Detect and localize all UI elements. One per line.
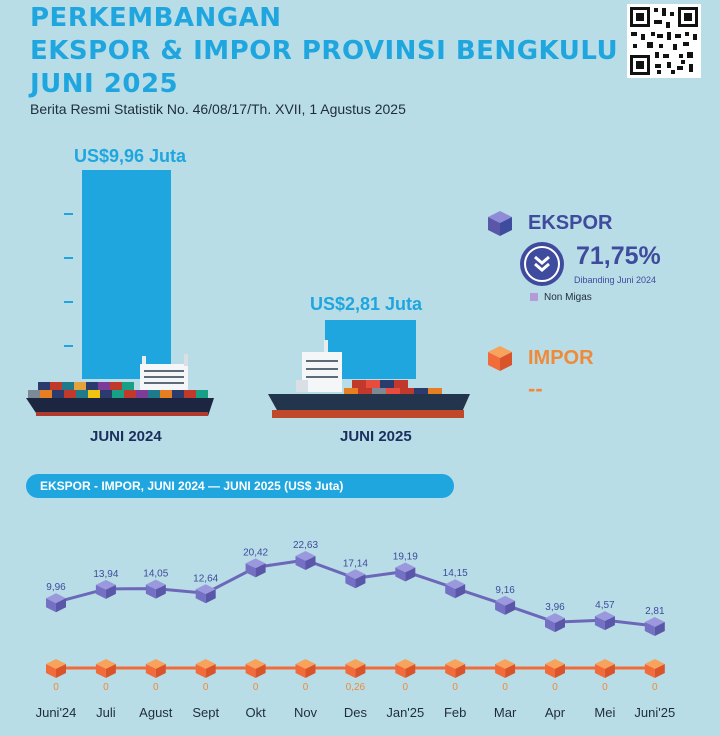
double-chevron-down-icon bbox=[524, 246, 560, 282]
impor-point-marker bbox=[445, 659, 466, 678]
x-axis-tick-label: Okt bbox=[245, 705, 266, 720]
x-axis-tick-label: Feb bbox=[444, 705, 466, 720]
impor-point-marker bbox=[545, 659, 565, 678]
impor-data-label: 0 bbox=[103, 682, 109, 693]
impor-point-marker bbox=[495, 659, 516, 678]
axis-tick bbox=[64, 345, 73, 347]
ekspor-data-label: 22,63 bbox=[293, 540, 318, 551]
x-axis-tick-label: Agust bbox=[139, 705, 173, 720]
x-axis-tick-label: Mei bbox=[594, 705, 615, 720]
legend-non-migas-label: Non Migas bbox=[544, 292, 592, 303]
impor-data-label: 0 bbox=[552, 682, 558, 693]
bar-juni-2024-label: US$9,96 Juta bbox=[74, 146, 187, 166]
legend-swatch bbox=[530, 293, 538, 302]
impor-point-marker bbox=[46, 659, 66, 678]
ekspor-title: EKSPOR bbox=[528, 212, 613, 234]
title-line-3: JUNI 2025 bbox=[30, 69, 179, 99]
axis-tick bbox=[64, 257, 73, 259]
axis-tick bbox=[64, 301, 73, 303]
ekspor-data-label: 2,81 bbox=[645, 606, 665, 617]
ekspor-data-label: 9,16 bbox=[495, 585, 515, 596]
ekspor-data-label: 20,42 bbox=[243, 547, 268, 558]
ekspor-point-marker bbox=[195, 584, 216, 604]
x-axis-tick-label: Nov bbox=[294, 705, 318, 720]
period-label-2025: JUNI 2025 bbox=[340, 428, 412, 445]
ekspor-data-label: 14,15 bbox=[443, 568, 468, 579]
cargo-ship-small-icon bbox=[268, 340, 470, 418]
impor-data-label: 0 bbox=[303, 682, 309, 693]
qr-code-graphic bbox=[630, 7, 698, 75]
decrease-badge bbox=[520, 242, 564, 286]
impor-point-marker bbox=[395, 659, 416, 678]
cargo-ship-large-icon bbox=[26, 354, 214, 416]
ekspor-point-marker bbox=[395, 562, 416, 582]
ekspor-data-label: 4,57 bbox=[595, 600, 615, 611]
bar-juni-2024 bbox=[82, 170, 171, 379]
ekspor-change-value: 71,75% bbox=[576, 242, 661, 270]
x-axis-tick-label: Apr bbox=[545, 705, 566, 720]
bar-juni-2025-label: US$2,81 Juta bbox=[310, 294, 423, 315]
impor-data-label: 0 bbox=[53, 682, 59, 693]
ekspor-data-label: 14,05 bbox=[143, 569, 168, 580]
x-axis-tick-label: Juni'24 bbox=[36, 705, 77, 720]
ekspor-point-marker bbox=[545, 613, 565, 633]
ekspor-data-label: 13,94 bbox=[93, 569, 118, 580]
ekspor-point-marker bbox=[145, 579, 166, 599]
ekspor-data-label: 9,96 bbox=[46, 582, 66, 593]
ekspor-data-label: 12,64 bbox=[193, 573, 218, 584]
x-axis-tick-label: Des bbox=[344, 705, 368, 720]
x-axis-tick-label: Sept bbox=[192, 705, 219, 720]
title-line-1: PERKEMBANGAN bbox=[30, 3, 282, 33]
x-axis-tick-label: Juli bbox=[96, 705, 116, 720]
page-subtitle: Berita Resmi Statistik No. 46/08/17/Th. … bbox=[30, 101, 406, 117]
ekspor-data-label: 17,14 bbox=[343, 558, 368, 569]
impor-data-label: 0 bbox=[652, 682, 658, 693]
impor-point-marker bbox=[95, 659, 116, 678]
ekspor-point-marker bbox=[644, 617, 665, 636]
legend-non-migas: Non Migas bbox=[530, 292, 592, 303]
title-line-2: EKSPOR & IMPOR PROVINSI BENGKULU bbox=[30, 36, 619, 66]
page-title: PERKEMBANGAN EKSPOR & IMPOR PROVINSI BEN… bbox=[30, 2, 618, 101]
ekspor-point-marker bbox=[445, 579, 466, 599]
qr-code[interactable] bbox=[627, 4, 701, 78]
impor-data-label: 0 bbox=[602, 682, 608, 693]
period-label-2024: JUNI 2024 bbox=[90, 428, 162, 445]
ekspor-point-marker bbox=[95, 579, 116, 599]
impor-data-label: 0 bbox=[153, 682, 159, 693]
ekspor-point-marker bbox=[46, 593, 66, 613]
impor-data-label: 0,26 bbox=[346, 682, 366, 693]
ekspor-point-marker bbox=[245, 558, 266, 578]
x-axis-tick-label: Jan'25 bbox=[386, 705, 424, 720]
x-axis-tick-label: Juni'25 bbox=[634, 705, 675, 720]
axis-tick bbox=[64, 213, 73, 215]
impor-data-label: 0 bbox=[403, 682, 409, 693]
chart-title: EKSPOR - IMPOR, JUNI 2024 — JUNI 2025 (U… bbox=[40, 479, 344, 493]
impor-point-marker bbox=[644, 659, 665, 678]
impor-data-label: 0 bbox=[203, 682, 209, 693]
impor-change-value: -- bbox=[528, 376, 543, 401]
ekspor-cube-icon bbox=[488, 211, 512, 236]
impor-cube-icon bbox=[488, 346, 512, 371]
impor-data-label: 0 bbox=[253, 682, 259, 693]
impor-point-marker bbox=[295, 659, 316, 678]
impor-point-marker bbox=[145, 659, 166, 678]
ekspor-change-caption: Dibanding Juni 2024 bbox=[574, 275, 657, 285]
x-axis-tick-label: Mar bbox=[494, 705, 517, 720]
ekspor-point-marker bbox=[345, 569, 366, 589]
ekspor-point-marker bbox=[594, 611, 615, 631]
impor-title: IMPOR bbox=[528, 347, 594, 369]
ekspor-data-label: 3,96 bbox=[545, 602, 565, 613]
chart-title-banner: EKSPOR - IMPOR, JUNI 2024 — JUNI 2025 (U… bbox=[26, 474, 454, 498]
impor-data-label: 0 bbox=[452, 682, 458, 693]
impor-point-marker bbox=[345, 659, 366, 678]
ekspor-point-marker bbox=[295, 551, 316, 570]
impor-data-label: 0 bbox=[502, 682, 508, 693]
impor-point-marker bbox=[594, 659, 615, 678]
impor-point-marker bbox=[195, 659, 216, 678]
ekspor-impor-line-chart: 9,96 13,94 14,05 12,64 20,42 22,63 17,14 19,19 1… bbox=[36, 540, 676, 720]
ekspor-point-marker bbox=[495, 595, 516, 615]
ekspor-data-label: 19,19 bbox=[393, 551, 418, 562]
impor-point-marker bbox=[245, 659, 266, 678]
